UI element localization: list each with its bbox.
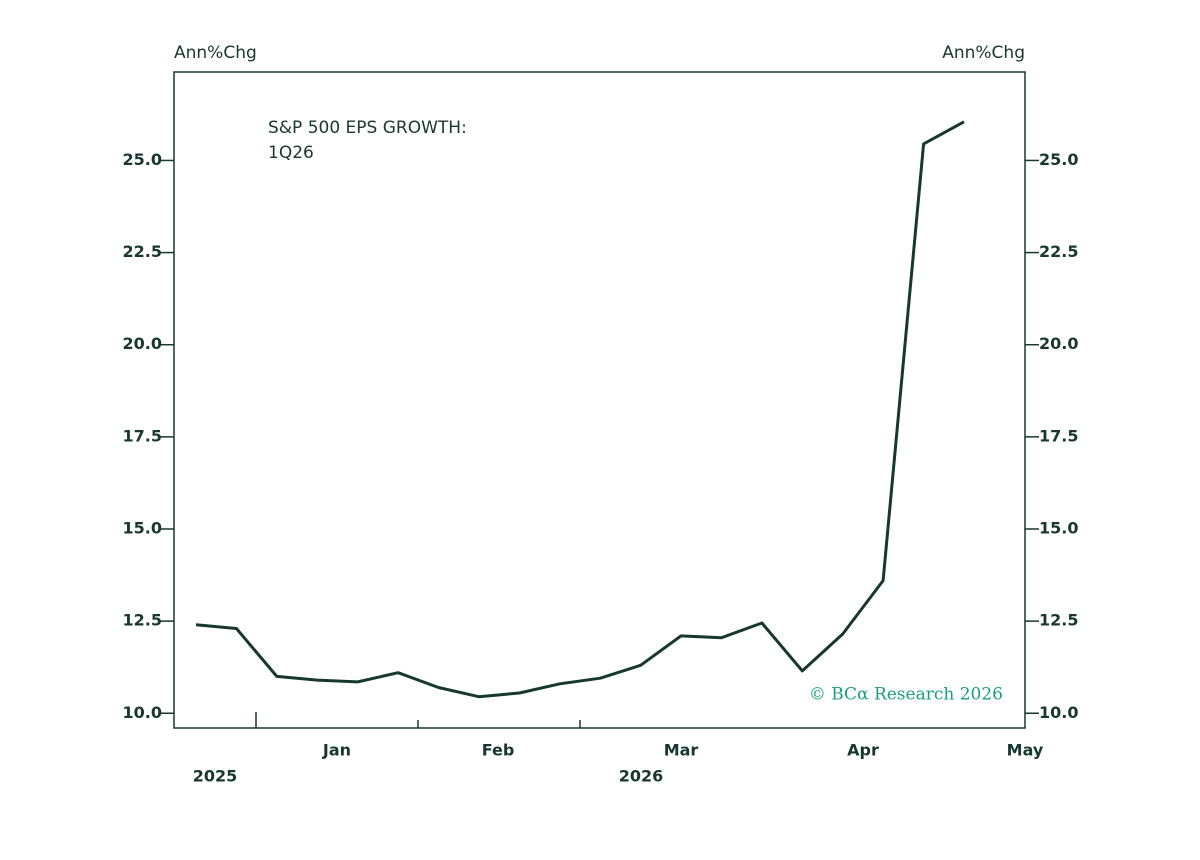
- y2-tick-label: 17.5: [1039, 426, 1078, 445]
- y2-tick-label: 12.5: [1039, 611, 1078, 630]
- y2-tick-label: 15.0: [1039, 518, 1078, 537]
- y-tick-label: 22.5: [123, 242, 162, 261]
- y-axis-label: Ann%Chg: [174, 43, 257, 63]
- y2-tick-label: 22.5: [1039, 242, 1078, 261]
- year-label: 2025: [193, 767, 238, 786]
- y-tick-label: 10.0: [123, 703, 162, 722]
- x-tick-label: Apr: [847, 741, 879, 760]
- chart-subtitle: 1Q26: [268, 143, 314, 163]
- y2-tick-label: 20.0: [1039, 334, 1078, 353]
- x-tick-label: May: [1007, 741, 1044, 760]
- y-tick-label: 20.0: [123, 334, 162, 353]
- x-tick-label: Jan: [322, 741, 351, 760]
- plot-frame: [173, 71, 1026, 729]
- watermark: © BCα Research 2026: [809, 685, 1003, 705]
- y2-tick-label: 25.0: [1039, 150, 1078, 169]
- y2-axis-label: Ann%Chg: [942, 43, 1025, 63]
- data-line: [195, 120, 965, 699]
- x-tick-label: Mar: [664, 741, 699, 760]
- chart-title: S&P 500 EPS GROWTH:: [268, 118, 467, 138]
- y-tick-label: 15.0: [123, 518, 162, 537]
- y-tick-label: 25.0: [123, 150, 162, 169]
- y-tick-label: 12.5: [123, 611, 162, 630]
- y2-tick-label: 10.0: [1039, 703, 1078, 722]
- y-tick-label: 17.5: [123, 426, 162, 445]
- x-tick-label: Feb: [482, 741, 515, 760]
- year-label: 2026: [619, 767, 664, 786]
